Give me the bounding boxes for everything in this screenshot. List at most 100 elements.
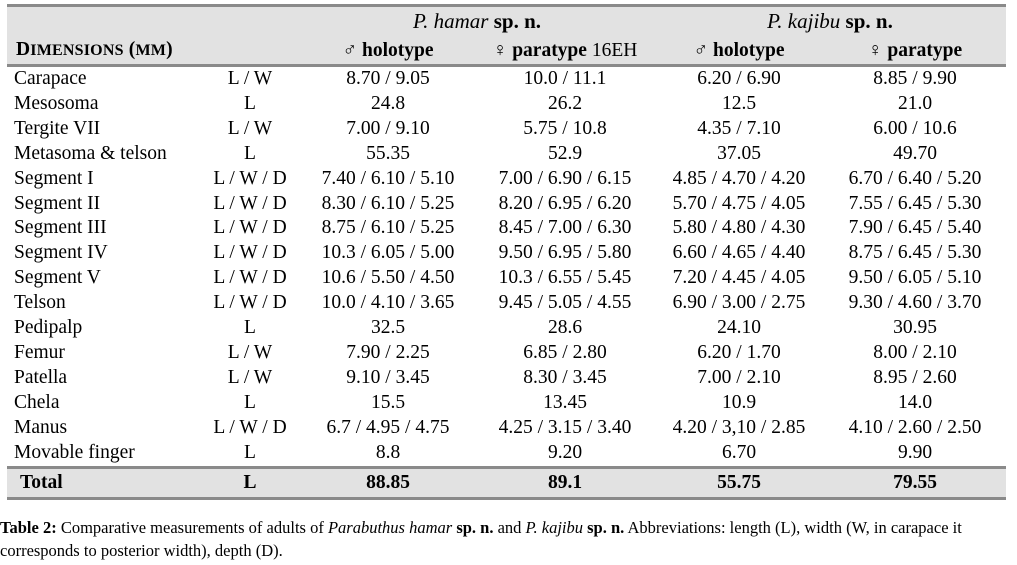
row-abbreviation: L / W / D xyxy=(213,217,287,239)
measurement-cell: 5.70 / 4.75 / 4.05 xyxy=(672,192,806,214)
row-abbreviation: L xyxy=(244,391,256,413)
measurement-cell: 28.6 xyxy=(547,317,583,339)
measurement-cell: 5.80 / 4.80 / 4.30 xyxy=(672,217,806,239)
empty-header-cell xyxy=(7,4,200,36)
row-abbreviation: L / W / D xyxy=(213,167,287,189)
empty-header-cell xyxy=(200,4,300,36)
species-header-hamar: P. hamar sp. n. xyxy=(300,4,654,36)
measurement-cell: 6.00 / 10.6 xyxy=(873,117,957,139)
row-abbreviation: L / W / D xyxy=(213,416,287,438)
table-row: Chela L 15.5 13.45 10.9 14.0 xyxy=(7,391,1006,416)
measurement-cell: 4.85 / 4.70 / 4.20 xyxy=(672,167,806,189)
row-abbreviation: L / W / D xyxy=(213,242,287,264)
total-cell: 88.85 xyxy=(300,465,476,500)
measurement-cell: 8.30 / 3.45 xyxy=(523,366,607,388)
dimensions-header: DIMENSIONS (MM) xyxy=(7,36,300,67)
table-caption: Table 2: Comparative measurements of adu… xyxy=(0,518,962,560)
row-label: Patella xyxy=(14,366,68,388)
measurement-cell: 6.70 / 6.40 / 5.20 xyxy=(848,167,982,189)
measurement-cell: 6.7 / 4.95 / 4.75 xyxy=(326,416,450,438)
measurement-cell: 24.8 xyxy=(370,92,406,114)
measurement-cell: 8.95 / 2.60 xyxy=(873,366,957,388)
row-abbreviation: L / W xyxy=(227,68,273,89)
table-row: Mesosoma L 24.8 26.2 12.5 21.0 xyxy=(7,92,1006,117)
table-row: Tergite VII L / W 7.00 / 9.10 5.75 / 10.8 4.… xyxy=(7,117,1006,142)
column-header-row: DIMENSIONS (MM) ♂ holotype ♀ paratype 16… xyxy=(7,36,1006,67)
measurement-cell: 21.0 xyxy=(897,92,933,114)
measurement-cell: 9.90 xyxy=(897,441,933,463)
measurement-cell: 7.90 / 6.45 / 5.40 xyxy=(848,217,982,239)
column-header-hamar-paratype: ♀ paratype 16EH xyxy=(476,36,654,67)
measurement-cell: 13.45 xyxy=(543,391,587,413)
measurement-cell: 8.85 / 9.90 xyxy=(873,68,957,89)
measurement-cell: 4.20 / 3,10 / 2.85 xyxy=(672,416,806,438)
measurements-table: P. hamar sp. n. P. kajibu sp. n. DIMENSI… xyxy=(7,4,1006,500)
row-label: Pedipalp xyxy=(14,317,83,339)
measurement-cell: 55.35 xyxy=(366,142,410,164)
row-label: Chela xyxy=(14,391,60,413)
measurement-cell: 9.20 xyxy=(547,441,583,463)
table-row: Segment II L / W / D 8.30 / 6.10 / 5.25 8.2… xyxy=(7,192,1006,217)
row-label: Segment IV xyxy=(14,242,108,264)
table-body: Carapace L / W 8.70 / 9.05 10.0 / 11.1 6.20 … xyxy=(7,66,1006,500)
row-abbreviation: L / W xyxy=(227,117,273,139)
table-header: P. hamar sp. n. P. kajibu sp. n. DIMENSI… xyxy=(7,4,1006,67)
measurement-cell: 9.50 / 6.95 / 5.80 xyxy=(498,242,632,264)
row-abbreviation: L xyxy=(244,441,256,463)
measurement-cell: 30.95 xyxy=(893,317,937,339)
column-header-kajibu-paratype: ♀ paratype xyxy=(824,36,1006,67)
row-abbreviation: L / W / D xyxy=(213,292,287,314)
measurement-cell: 37.05 xyxy=(717,142,761,164)
row-abbreviation: L xyxy=(244,317,256,339)
table-row: Segment IV L / W / D 10.3 / 6.05 / 5.00 9.5… xyxy=(7,241,1006,266)
measurement-cell: 4.10 / 2.60 / 2.50 xyxy=(848,416,982,438)
measurement-cell: 8.30 / 6.10 / 5.25 xyxy=(321,192,455,214)
measurement-cell: 4.35 / 7.10 xyxy=(697,117,781,139)
measurement-cell: 7.90 / 2.25 xyxy=(346,341,430,363)
row-label: Femur xyxy=(14,341,65,363)
total-cell: 79.55 xyxy=(824,465,1006,500)
total-cell: 55.75 xyxy=(654,465,824,500)
measurement-cell: 6.70 xyxy=(721,441,757,463)
measurement-cell: 6.60 / 4.65 / 4.40 xyxy=(672,242,806,264)
measurement-cell: 8.8 xyxy=(375,441,401,463)
measurement-cell: 4.25 / 3.15 / 3.40 xyxy=(498,416,632,438)
measurement-cell: 6.90 / 3.00 / 2.75 xyxy=(672,292,806,314)
table-row: Femur L / W 7.90 / 2.25 6.85 / 2.80 6.20 / 1… xyxy=(7,341,1006,366)
table-row: Patella L / W 9.10 / 3.45 8.30 / 3.45 7.00 /… xyxy=(7,366,1006,391)
row-abbreviation: L / W / D xyxy=(213,267,287,289)
measurement-cell: 5.75 / 10.8 xyxy=(523,117,607,139)
measurement-cell: 10.3 / 6.55 / 5.45 xyxy=(498,267,632,289)
table-row: Metasoma & telson L 55.35 52.9 37.05 49.70 xyxy=(7,142,1006,167)
measurement-cell: 10.0 / 11.1 xyxy=(523,68,607,89)
row-label: Mesosoma xyxy=(14,92,99,114)
measurement-cell: 7.20 / 4.45 / 4.05 xyxy=(672,267,806,289)
row-label: Segment V xyxy=(14,267,101,289)
measurement-cell: 6.85 / 2.80 xyxy=(523,341,607,363)
species-header-row: P. hamar sp. n. P. kajibu sp. n. xyxy=(7,4,1006,36)
measurement-cell: 8.75 / 6.10 / 5.25 xyxy=(321,217,455,239)
total-cell: 89.1 xyxy=(476,465,654,500)
measurement-cell: 10.3 / 6.05 / 5.00 xyxy=(321,242,455,264)
measurement-cell: 6.20 / 6.90 xyxy=(697,68,781,89)
measurement-cell: 7.00 / 2.10 xyxy=(697,366,781,388)
measurement-cell: 10.6 / 5.50 / 4.50 xyxy=(321,267,455,289)
total-row: Total L 88.85 89.1 55.75 79.55 xyxy=(7,465,1006,500)
row-abbreviation: L xyxy=(244,142,256,164)
column-header-hamar-holotype: ♂ holotype xyxy=(300,36,476,67)
measurement-cell: 49.70 xyxy=(893,142,937,164)
measurement-cell: 9.30 / 4.60 / 3.70 xyxy=(848,292,982,314)
measurement-cell: 26.2 xyxy=(547,92,583,114)
measurement-cell: 8.75 / 6.45 / 5.30 xyxy=(848,242,982,264)
table-row: Pedipalp L 32.5 28.6 24.10 30.95 xyxy=(7,316,1006,341)
row-label: Tergite VII xyxy=(14,117,101,139)
measurement-cell: 7.40 / 6.10 / 5.10 xyxy=(321,167,455,189)
row-label: Segment II xyxy=(14,192,101,214)
measurement-cell: 7.00 / 6.90 / 6.15 xyxy=(498,167,632,189)
table-row: Segment III L / W / D 8.75 / 6.10 / 5.25 8.… xyxy=(7,216,1006,241)
row-abbreviation: L / W xyxy=(227,341,273,363)
row-label: Segment III xyxy=(14,217,107,239)
row-label: Movable finger xyxy=(14,441,135,463)
measurement-cell: 8.70 / 9.05 xyxy=(346,68,430,89)
species-header-kajibu: P. kajibu sp. n. xyxy=(654,4,1006,36)
